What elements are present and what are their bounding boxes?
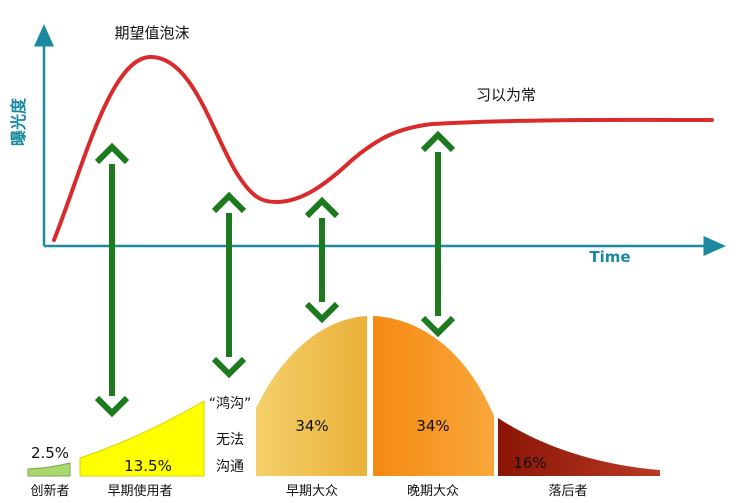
- chasm-note-line2: 沟通: [216, 459, 244, 475]
- double-arrow-late-majority: [420, 130, 456, 338]
- segment-early-majority: [256, 316, 367, 476]
- segment-percent-early-adopters: 13.5%: [124, 457, 172, 475]
- plateau-label: 习以为常: [476, 86, 536, 104]
- hype-curve: [52, 54, 714, 242]
- segment-name-early-adopters: 早期使用者: [107, 483, 172, 499]
- chasm-note-line1: 无法: [216, 432, 244, 448]
- double-arrow-early-adopters: [94, 142, 130, 418]
- segment-name-laggards: 落后者: [548, 484, 587, 499]
- segment-name-early-majority: 早期大众: [286, 484, 338, 499]
- x-axis-label: Time: [589, 248, 630, 266]
- peak-label: 期望值泡沫: [114, 24, 189, 42]
- segment-name-innovators: 创新者: [30, 483, 69, 499]
- segment-percent-innovators: 2.5%: [31, 444, 69, 462]
- segment-percent-late-majority: 34%: [416, 417, 449, 435]
- segment-percent-laggards: 16%: [513, 454, 546, 472]
- segment-laggards: [498, 418, 660, 476]
- chasm-label: “鸿沟”: [209, 395, 252, 412]
- segment-late-majority: [373, 316, 494, 476]
- segment-name-late-majority: 晚期大众: [407, 484, 459, 499]
- segment-percent-early-majority: 34%: [295, 417, 328, 435]
- y-axis-label: 曝光度: [9, 97, 28, 146]
- double-arrow-early-majority: [304, 196, 340, 324]
- segment-innovators: [27, 462, 71, 477]
- segment-early-adopters: [79, 400, 205, 477]
- double-arrow-chasm: [211, 191, 247, 379]
